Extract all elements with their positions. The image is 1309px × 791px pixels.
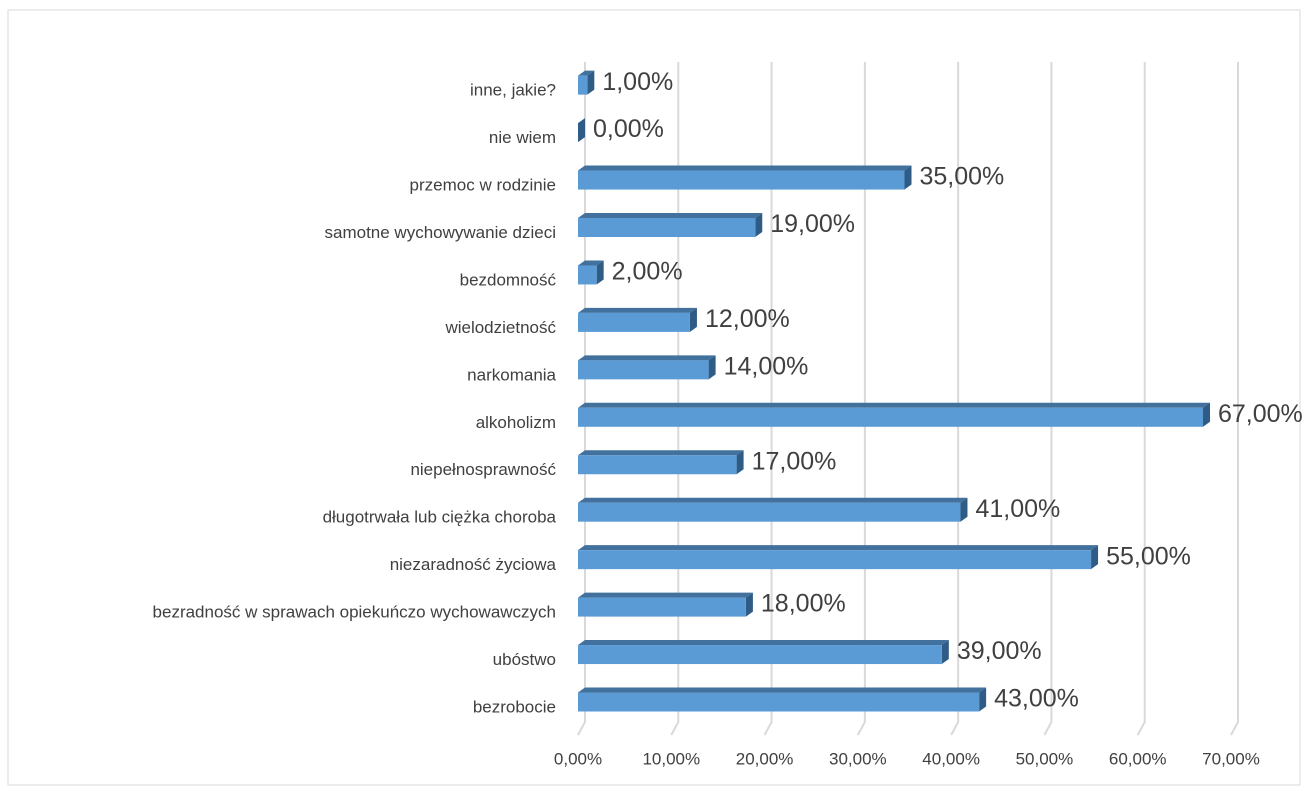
x-tick-label: 0,00% — [554, 749, 602, 768]
grid-line — [670, 62, 680, 736]
y-tick-label: ubóstwo — [493, 650, 556, 669]
bar-front — [578, 692, 980, 712]
bar — [578, 640, 949, 665]
bar-side — [1203, 402, 1211, 427]
bar-front — [578, 218, 756, 237]
bar-top — [578, 450, 744, 456]
data-label: 0,00% — [593, 115, 664, 143]
data-label: 35,00% — [920, 163, 1005, 191]
data-label: 41,00% — [975, 495, 1060, 523]
data-label: 1,00% — [602, 68, 673, 96]
bar-top — [578, 307, 697, 313]
bar-front — [578, 170, 905, 190]
x-tick-label: 60,00% — [1109, 749, 1167, 768]
bar-side — [960, 497, 968, 522]
x-tick-label: 50,00% — [1016, 749, 1074, 768]
bar-top — [578, 497, 968, 503]
bar — [578, 307, 697, 332]
data-label: 17,00% — [752, 447, 837, 475]
bar-side — [904, 165, 912, 190]
bar-front — [578, 265, 597, 285]
data-label: 67,00% — [1218, 400, 1303, 428]
bar — [578, 70, 595, 95]
data-label: 19,00% — [770, 210, 855, 238]
bar-front — [578, 312, 690, 332]
grid-line — [763, 62, 773, 736]
bar-front — [578, 455, 737, 475]
bar — [578, 545, 1099, 570]
x-tick-label: 40,00% — [922, 749, 980, 768]
bar-side — [578, 118, 585, 143]
data-label: 14,00% — [724, 352, 809, 380]
bar — [578, 260, 604, 285]
data-label: 39,00% — [957, 637, 1042, 665]
bar — [578, 402, 1211, 427]
bar-side — [941, 640, 949, 665]
y-tick-label: przemoc w rodzinie — [410, 176, 556, 195]
y-tick-label: wielodzietność — [444, 318, 556, 337]
bar-top — [578, 640, 949, 646]
bar — [578, 497, 968, 522]
bar-top — [578, 592, 753, 598]
bar-side — [736, 450, 744, 475]
x-tick-label: 10,00% — [642, 749, 700, 768]
bar-top — [578, 402, 1211, 408]
grid-line — [1043, 62, 1053, 736]
bar-side — [1091, 545, 1099, 570]
y-tick-label: inne, jakie? — [470, 81, 556, 100]
data-label: 55,00% — [1106, 542, 1191, 570]
y-tick-label: niepełnosprawność — [410, 460, 556, 479]
x-tick-label: 70,00% — [1202, 749, 1260, 768]
bar-front — [578, 550, 1092, 570]
data-label: 2,00% — [612, 258, 683, 286]
bar-top — [578, 545, 1099, 551]
bar-top — [578, 165, 912, 171]
bar-top — [578, 213, 763, 218]
y-tick-label: długotrwała lub ciężka choroba — [323, 508, 557, 527]
bar — [578, 118, 585, 143]
bar — [578, 687, 987, 712]
bar-front — [578, 645, 942, 665]
y-tick-label: samotne wychowywanie dzieci — [325, 223, 557, 242]
bar-front — [578, 597, 746, 617]
data-label: 43,00% — [994, 685, 1079, 713]
grid-line — [856, 62, 866, 736]
bar-side — [596, 260, 604, 285]
bar-front — [578, 360, 709, 380]
bar — [578, 165, 912, 190]
bar-side — [745, 592, 753, 617]
grid-line — [1230, 62, 1239, 736]
bar-side — [689, 307, 697, 332]
bar-front — [578, 502, 961, 522]
bar — [578, 213, 763, 237]
bar-side — [708, 355, 716, 380]
x-tick-label: 20,00% — [736, 749, 794, 768]
bar-front — [578, 75, 588, 95]
y-tick-label: niezaradność życiowa — [390, 555, 557, 574]
bar — [578, 592, 753, 617]
bar — [578, 450, 744, 475]
y-tick-label: bezradność w sprawach opiekuńczo wychowa… — [153, 603, 556, 622]
y-tick-label: bezdomność — [460, 270, 557, 289]
bar — [578, 355, 716, 380]
bar-side — [755, 213, 763, 237]
bar-top — [578, 355, 716, 361]
grid-line — [1136, 62, 1146, 736]
bar-top — [578, 687, 987, 693]
bar-side — [587, 70, 595, 95]
data-label: 18,00% — [761, 590, 846, 618]
y-tick-label: nie wiem — [489, 128, 556, 147]
bar-front — [578, 407, 1204, 427]
y-tick-label: narkomania — [467, 365, 556, 384]
y-tick-label: bezrobocie — [473, 697, 556, 716]
y-tick-label: alkoholizm — [476, 413, 556, 432]
data-label: 12,00% — [705, 305, 790, 333]
bar-side — [979, 687, 987, 712]
bar-top — [578, 260, 604, 266]
x-tick-label: 30,00% — [829, 749, 887, 768]
bar-top — [578, 70, 595, 76]
grid-line — [950, 62, 960, 736]
